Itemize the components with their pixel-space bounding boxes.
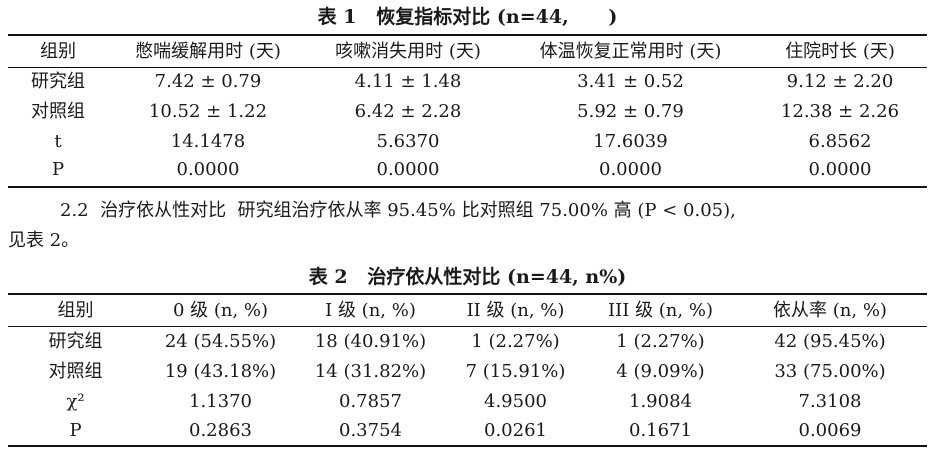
table-cell: 33 (75.00%) xyxy=(774,361,886,382)
table2-header-row: 组别 0 级 (n, %) I 级 (n, %) II 级 (n, %) III… xyxy=(8,296,927,326)
table2-header-col5: 依从率 (n, %) xyxy=(773,300,887,321)
table-cell: 0.7857 xyxy=(339,391,402,412)
table-cell: 6.8562 xyxy=(808,131,872,152)
table-cell: 0.3754 xyxy=(339,420,402,441)
table-cell: 0.0000 xyxy=(599,159,662,180)
table1-header-row: 组别 憋喘缓解用时 (天) 咳嗽消失用时 (天) 体温恢复正常用时 (天) 住院… xyxy=(8,37,927,67)
table-cell: 4.11 ± 1.48 xyxy=(354,71,462,92)
table-row: 对照组 19 (43.18%) 14 (31.82%) 7 (15.91%) 4… xyxy=(8,357,927,387)
table-cell: 0.0069 xyxy=(798,420,862,441)
table-cell: 1.1370 xyxy=(189,391,252,412)
table2-header-col2: I 级 (n, %) xyxy=(325,300,416,321)
table2-top-rule xyxy=(8,293,927,295)
table2-header-col3: II 级 (n, %) xyxy=(466,300,565,321)
table-row: 研究组 7.42 ± 0.79 4.11 ± 1.48 3.41 ± 0.52 … xyxy=(8,67,927,97)
table1-top-rule xyxy=(8,34,927,36)
table-cell: 3.41 ± 0.52 xyxy=(577,71,684,92)
table2-header-col4: III 级 (n, %) xyxy=(608,300,713,321)
row-label: P xyxy=(51,159,65,180)
table-cell: 18 (40.91%) xyxy=(314,331,427,352)
table-cell: 0.0000 xyxy=(376,159,440,180)
table1-caption: 表 1 恢复指标对比 (n=44, ) xyxy=(317,6,618,28)
table1-header-col4: 住院时长 (天) xyxy=(785,41,895,62)
table-cell: 10.52 ± 1.22 xyxy=(148,101,268,122)
table2-header-group: 组别 xyxy=(57,300,94,321)
table-row: P 0.2863 0.3754 0.0261 0.1671 0.0069 xyxy=(8,416,927,446)
table-cell: 24 (54.55%) xyxy=(164,331,277,352)
table-cell: 0.0000 xyxy=(176,159,240,180)
table-cell: 0.2863 xyxy=(189,420,252,441)
table-cell: 17.6039 xyxy=(593,131,668,152)
table-cell: 1 (2.27%) xyxy=(616,331,705,352)
table-cell: 42 (95.45%) xyxy=(774,331,886,352)
table1-header-col1: 憋喘缓解用时 (天) xyxy=(135,41,281,62)
row-label: 对照组 xyxy=(48,361,103,382)
table-cell: 1.9084 xyxy=(629,391,692,412)
table2-bottom-rule xyxy=(8,445,927,447)
table-cell: 12.38 ± 2.26 xyxy=(780,101,900,122)
table-cell: 9.12 ± 2.20 xyxy=(786,71,894,92)
table2-header-col1: 0 级 (n, %) xyxy=(172,300,269,321)
body-paragraph-line2: 见表 2。 xyxy=(8,230,80,251)
table-cell: 14 (31.82%) xyxy=(314,361,427,382)
table-cell: 7 (15.91%) xyxy=(465,361,566,382)
row-label: 对照组 xyxy=(31,101,85,122)
table-cell: 7.42 ± 0.79 xyxy=(154,71,262,92)
table-cell: 5.92 ± 0.79 xyxy=(577,101,684,122)
table-cell: 0.1671 xyxy=(629,420,692,441)
table1-bottom-rule xyxy=(8,186,927,188)
row-label: t xyxy=(54,131,62,152)
table-row: 研究组 24 (54.55%) 18 (40.91%) 1 (2.27%) 1 … xyxy=(8,327,927,357)
table-cell: 7.3108 xyxy=(798,391,862,412)
row-label: χ² xyxy=(66,391,85,412)
table1-header-rule xyxy=(8,67,927,68)
table-cell: 0.0261 xyxy=(484,420,547,441)
table-cell: 0.0000 xyxy=(808,159,872,180)
table-cell: 5.6370 xyxy=(376,131,440,152)
table1-header-group: 组别 xyxy=(40,41,76,62)
table2-header-rule xyxy=(8,326,927,327)
row-label: P xyxy=(69,420,82,441)
table1-header-col2: 咳嗽消失用时 (天) xyxy=(335,41,481,62)
table2-caption: 表 2 治疗依从性对比 (n=44, n%) xyxy=(308,266,627,288)
table-cell: 4 (9.09%) xyxy=(616,361,705,382)
table-row: χ² 1.1370 0.7857 4.9500 1.9084 7.3108 xyxy=(8,387,927,417)
table-row: t 14.1478 5.6370 17.6039 6.8562 xyxy=(8,127,927,157)
table-cell: 14.1478 xyxy=(170,131,246,152)
row-label: 研究组 xyxy=(48,331,103,352)
table-cell: 19 (43.18%) xyxy=(164,361,277,382)
table1-header-col3: 体温恢复正常用时 (天) xyxy=(539,41,722,62)
table-cell: 6.42 ± 2.28 xyxy=(354,101,462,122)
table-cell: 4.9500 xyxy=(484,391,547,412)
body-paragraph-line1: 2.2 治疗依从性对比 研究组治疗依从率 95.45% 比对照组 75.00% … xyxy=(60,200,736,221)
row-label: 研究组 xyxy=(31,71,85,92)
table-cell: 1 (2.27%) xyxy=(471,331,560,352)
table-row: P 0.0000 0.0000 0.0000 0.0000 xyxy=(8,155,927,185)
table-row: 对照组 10.52 ± 1.22 6.42 ± 2.28 5.92 ± 0.79… xyxy=(8,97,927,127)
